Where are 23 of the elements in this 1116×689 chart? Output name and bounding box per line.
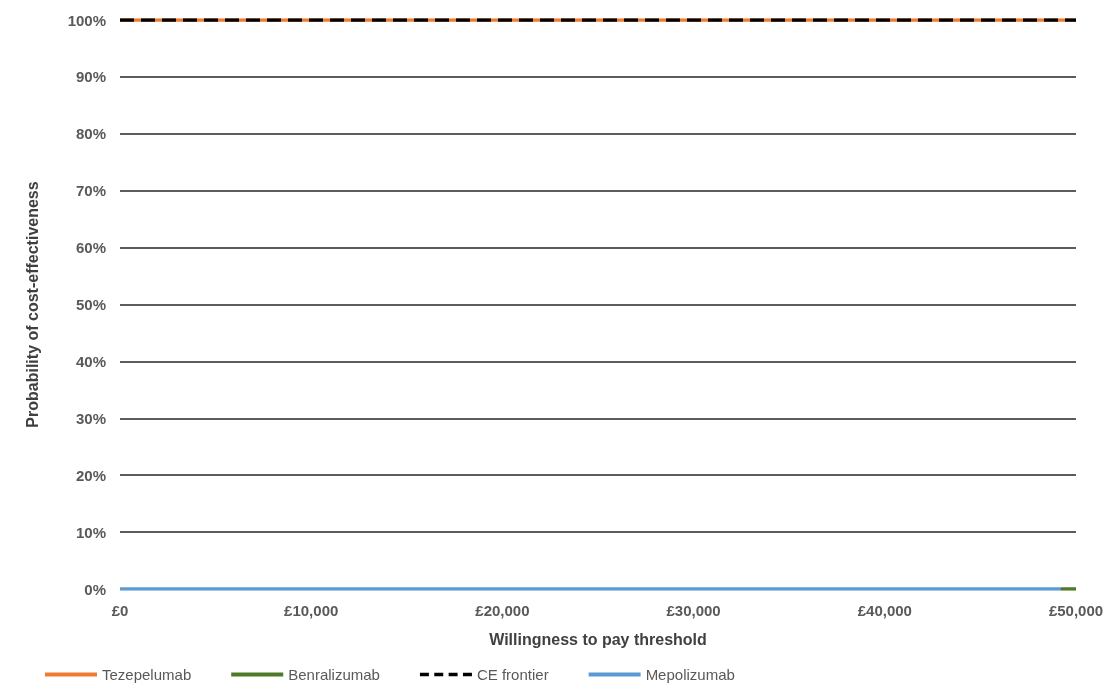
legend-label: CE frontier [476, 666, 549, 683]
y-tick-label: 90% [75, 68, 106, 86]
x-axis-title: Willingness to pay threshold [489, 630, 707, 648]
x-tick-label: £30,000 [666, 602, 721, 619]
y-tick-label: 100% [67, 11, 106, 29]
legend-label: Mepolizumab [645, 666, 735, 683]
x-tick-label: £40,000 [857, 602, 912, 619]
y-tick-label: 50% [75, 296, 106, 313]
y-tick-label: 30% [75, 409, 106, 427]
y-tick-label: 60% [75, 239, 106, 257]
y-tick-label: 0% [84, 580, 106, 598]
legend-label: Tezepelumab [102, 666, 192, 683]
x-tick-label: £10,000 [284, 602, 339, 619]
y-axis-title: Probability of cost-effectiveness [23, 181, 41, 428]
y-tick-label: 70% [75, 182, 106, 200]
y-tick-label: 40% [75, 352, 106, 370]
legend-label: Benralizumab [288, 666, 380, 683]
x-tick-label: £50,000 [1048, 602, 1104, 619]
x-tick-label: £20,000 [475, 602, 530, 619]
x-tick-label: £0 [111, 602, 129, 619]
y-tick-label: 80% [75, 125, 106, 143]
y-tick-label: 20% [75, 466, 106, 484]
y-tick-label: 10% [75, 523, 106, 541]
